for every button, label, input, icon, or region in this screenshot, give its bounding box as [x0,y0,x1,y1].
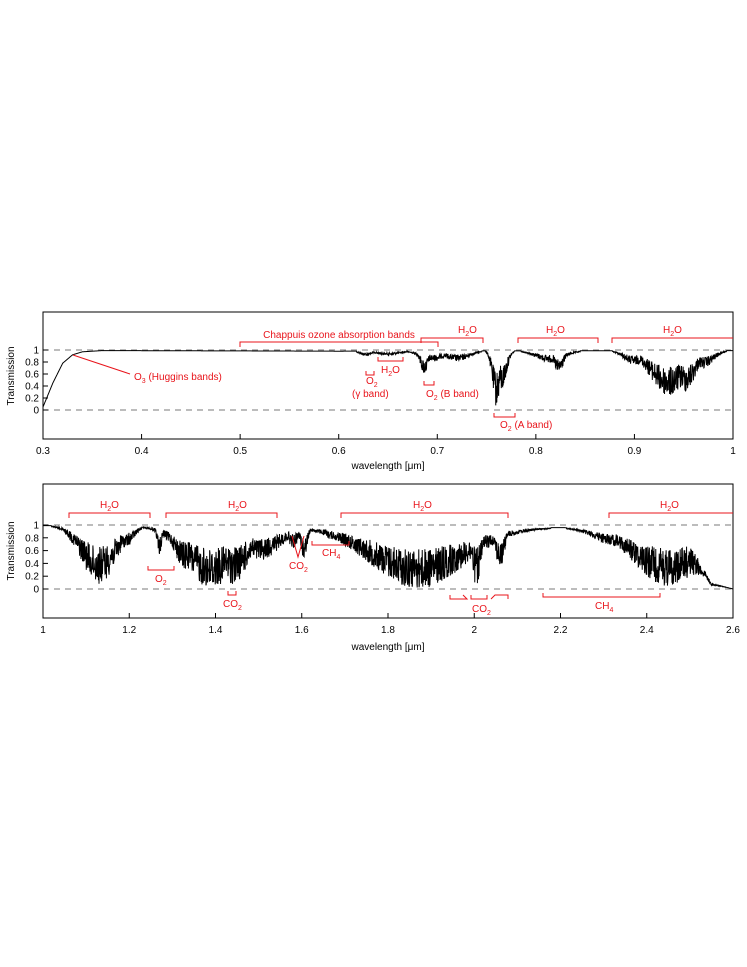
annotation-h2o-label-3: H2O [663,325,682,338]
y-tick-label: 0.2 [25,394,39,405]
annotation-co2-bracket-b3a [449,594,469,600]
annotation-gamma-band-label: (γ band) [352,389,389,400]
annotation-h2o-bracket-b3 [340,512,509,518]
annotation-o3-pointer [72,354,131,375]
y-tick-label: 0 [33,585,39,596]
bottom-x-axis: 1 1.2 1.4 1.6 1.8 2 2.2 2.4 2.6 [40,613,740,636]
top-x-axis-label: wavelength [μm] [350,461,424,472]
annotation-h2o-label-b2: H2O [228,500,247,513]
x-tick-label: 1.2 [122,625,136,636]
x-tick-label: 0.9 [627,446,641,457]
annotation-ch4-label-b1: CH4 [322,548,340,561]
top-x-axis: 0.3 0.4 0.5 0.6 0.7 0.8 0.9 1 [36,434,736,457]
y-tick-label: 0.8 [25,358,39,369]
annotation-h2o-label-1: H2O [458,325,477,338]
annotation-h2o-bracket-b2 [165,512,278,518]
y-tick-label: 1 [33,521,39,532]
bottom-y-axis: 0 0.2 0.4 0.6 0.81 [25,521,48,596]
annotation-o2-gamma-bracket [365,371,375,376]
annotation-o2-a-bracket [493,413,516,418]
annotation-h2o-label-b1: H2O [100,500,119,513]
x-tick-label: 1 [40,625,46,636]
annotation-o2-b-bracket [423,381,435,386]
x-tick-label: 0.8 [529,446,543,457]
top-annotations: O3 (Huggins bands) Chappuis ozone absorp… [72,325,733,433]
top-y-axis-label: Transmission [6,346,17,405]
annotation-o2-a-label: O2 (A band) [500,420,552,433]
y-tick-label: 0.8 [25,533,39,544]
y-tick-label: 0.4 [25,382,39,393]
x-tick-label: 0.6 [332,446,346,457]
top-panel: 0.3 0.4 0.5 0.6 0.7 0.8 0.9 1 00.20.40.60.81 Tr… [6,311,736,472]
y-tick-label: 1 [33,346,39,357]
bottom-x-axis-label: wavelength [μm] [350,642,424,653]
annotation-o3-huggins: O3 (Huggins bands) [134,372,222,385]
annotation-ch4-bracket-b1 [311,541,350,546]
annotation-o2-gamma-label: O2 [366,376,378,389]
y-tick-label: 0.6 [25,370,39,381]
y-tick-label: 0.2 [25,572,39,583]
annotation-co2-label-b2: CO2 [289,561,308,574]
x-tick-label: 0.4 [135,446,149,457]
x-tick-label: 0.7 [430,446,444,457]
annotation-co2-bracket-b3c [490,594,509,600]
y-tick-label: 0.4 [25,559,39,570]
annotation-chappuis-bracket [239,341,439,347]
top-y-axis: 00.20.40.60.81 [25,346,48,417]
bottom-panel: 1 1.2 1.4 1.6 1.8 2 2.2 2.4 2.6 00.20.40.60.81 T… [6,483,740,653]
bottom-annotations: H2O H2O H2O H2O O2 CO2 CO2 CH4 CO2 [68,500,733,617]
x-tick-label: 1 [730,446,736,457]
annotation-h2o-bracket-1 [420,337,484,343]
x-tick-label: 2 [471,625,477,636]
annotation-h2o-label-2: H2O [546,325,565,338]
annotation-ch4-label-b2: CH4 [595,601,613,614]
top-spectrum-line [42,349,733,408]
annotation-o2-b-label: O2 (B band) [426,389,479,402]
top-plot-frame [42,311,734,440]
annotation-co2-bracket-b1 [227,591,237,596]
annotation-h2o-bracket-b1 [68,512,151,518]
x-tick-label: 0.3 [36,446,50,457]
annotation-h2o-bracket-3 [611,337,733,343]
y-tick-label: 0.6 [25,546,39,557]
annotation-h2o-label-b4: H2O [660,500,679,513]
bottom-y-axis-label: Transmission [6,521,17,580]
x-tick-label: 1.8 [381,625,395,636]
x-tick-label: 2.2 [554,625,568,636]
x-tick-label: 1.6 [295,625,309,636]
annotation-co2-label-b1: CO2 [223,599,242,612]
x-tick-label: 0.5 [233,446,247,457]
annotation-o2-label-b: O2 [155,574,167,587]
x-tick-label: 1.4 [209,625,223,636]
annotation-chappuis-label: Chappuis ozone absorption bands [263,330,415,341]
bottom-spectrum-line [43,524,734,590]
annotation-h2o-label-b3: H2O [413,500,432,513]
annotation-co2-v-pointer [291,535,305,559]
annotation-co2-label-b3: CO2 [472,604,491,617]
x-tick-label: 2.6 [726,625,740,636]
annotation-h2o-bracket-small [377,357,404,362]
y-tick-label: 0 [33,406,39,417]
annotation-h2o-label-small: H2O [381,365,400,378]
annotation-o2-bracket-b [147,566,175,571]
annotation-ch4-bracket-b2 [542,593,661,598]
annotation-h2o-bracket-b4 [608,512,733,518]
annotation-h2o-bracket-2 [517,337,599,343]
x-tick-label: 2.4 [640,625,654,636]
annotation-co2-bracket-b3b [470,595,488,600]
